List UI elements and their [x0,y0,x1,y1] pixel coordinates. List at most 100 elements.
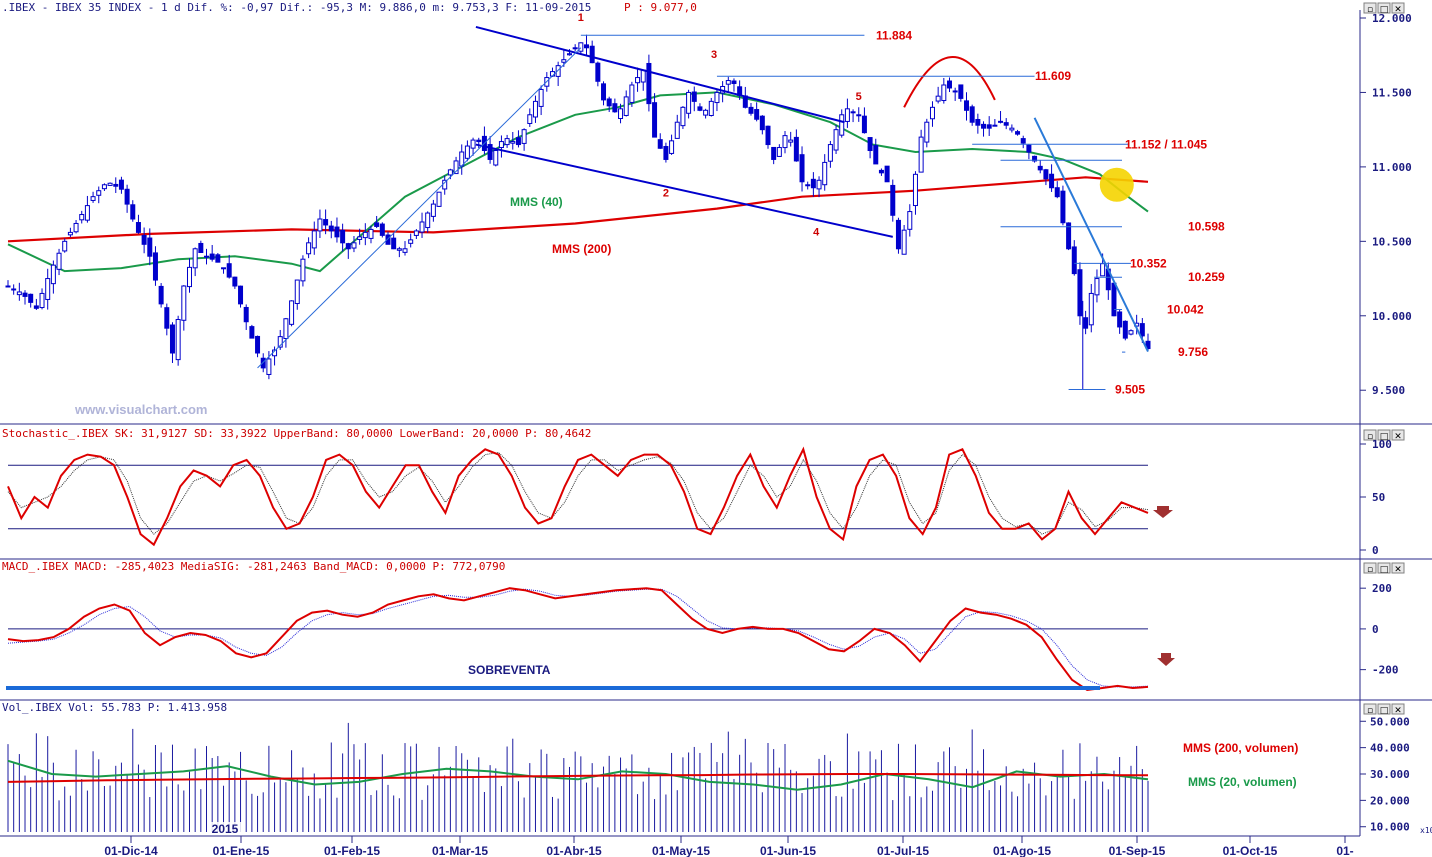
price-panel-header-p: P : 9.077,0 [624,1,697,14]
mms200-line [7,176,1149,243]
vol-ytick-label: 30.000 [1370,768,1410,781]
macd-panel-header: MACD_.IBEX MACD: -285,4023 MediaSIG: -28… [2,560,505,573]
candle-body [822,161,828,186]
candle-body [589,45,595,64]
candle-body [606,98,612,107]
crossover-marker [1099,167,1134,202]
candle-body [697,106,703,111]
candle-body [793,136,799,162]
candle-body [878,169,884,174]
candle-body [118,179,124,190]
level-label: 11.609 [1035,69,1071,83]
top-arc [903,56,996,108]
oversold-label: SOBREVENTA [468,663,551,677]
price-ytick-label: 9.500 [1372,384,1405,397]
candle-body [1032,155,1038,162]
candle-body [135,222,141,233]
xtick-label: 01-Jul-15 [877,844,929,857]
candle-body [623,96,629,116]
candle-body [11,288,17,291]
candle-body [839,114,845,136]
candle-body [663,146,669,160]
candle-body [912,173,918,207]
candle-body [1122,320,1128,339]
candle-body [527,114,533,124]
candle-body [810,178,816,189]
window-button-glyph: ▫ [1367,5,1373,15]
level-label: 9.756 [1178,345,1208,359]
candle-body [238,285,244,305]
candle-body [362,231,368,239]
candle-body [799,154,805,183]
candle-body [266,358,272,375]
candle-body [510,141,516,144]
stoch-ytick-label: 100 [1372,438,1392,451]
candle-body [657,139,663,149]
candle-body [209,253,215,260]
candle-body [124,188,130,205]
candle-body [39,292,45,309]
macd-ytick-label: 200 [1372,582,1392,595]
candle-body [402,248,408,253]
candle-body [1111,282,1117,317]
candle-body [243,306,249,323]
candle-body [425,212,431,229]
xtick-label: 01-Sep-15 [1109,844,1166,857]
window-button-frame [1391,429,1405,441]
candle-body [856,114,862,117]
candle-body [952,90,958,93]
candle-body [391,237,397,250]
candle-body [776,147,782,157]
xtick-label: 01-Ene-15 [213,844,270,857]
window-button-frame [1377,429,1391,441]
candle-body [725,80,731,85]
level-label: 10.598 [1188,220,1225,234]
candle-body [652,102,658,138]
candle-body [277,336,283,348]
candle-body [998,120,1004,123]
wave-label: 4 [813,226,820,238]
macd-panel: 200 0 -200 SOBREVENTA [6,582,1399,692]
window-button-frame [1363,562,1377,574]
vol-mms20-line [7,759,1149,791]
window-button-frame [1377,2,1391,14]
stoch-ytick-label: 50 [1372,491,1385,504]
candle-body [850,111,856,114]
candle-body [311,230,317,249]
candle-body [260,357,266,369]
candle-body [192,248,198,269]
candle-body [895,219,901,250]
candle-body [453,160,459,175]
window-button-frame [1391,2,1405,14]
candle-body [867,137,873,152]
candle-body [924,121,930,143]
macd-ytick-label: -200 [1372,664,1399,677]
candle-body [249,326,255,339]
vol-unit-label: x10 [1420,826,1432,835]
vol-ytick-label: 50.000 [1370,715,1410,728]
candle-body [67,231,73,236]
window-button-glyph: □ [1380,706,1389,716]
candle-body [79,214,85,221]
mms40-label: MMS (40) [510,195,563,209]
candle-body [498,141,504,149]
candle-body [1077,269,1083,317]
candle-body [759,115,765,131]
candle-body [130,204,136,220]
volume-bars [7,722,1149,832]
candle-body [175,319,181,361]
price-ytick-label: 12.000 [1372,12,1412,25]
stochastic-panel: 100 50 0 [7,438,1392,557]
candle-body [515,137,521,146]
candle-body [964,100,970,111]
candle-body [1094,278,1100,296]
level-label: 10.042 [1167,303,1204,317]
wave-labels: 1 2 3 4 5 [578,12,862,238]
candle-body [521,129,527,144]
window-button-glyph: □ [1380,565,1389,575]
candle-body [555,65,561,77]
window-button-glyph: □ [1380,432,1389,442]
candle-body [96,190,102,196]
candle-body [538,88,544,107]
candle-body [396,248,402,251]
